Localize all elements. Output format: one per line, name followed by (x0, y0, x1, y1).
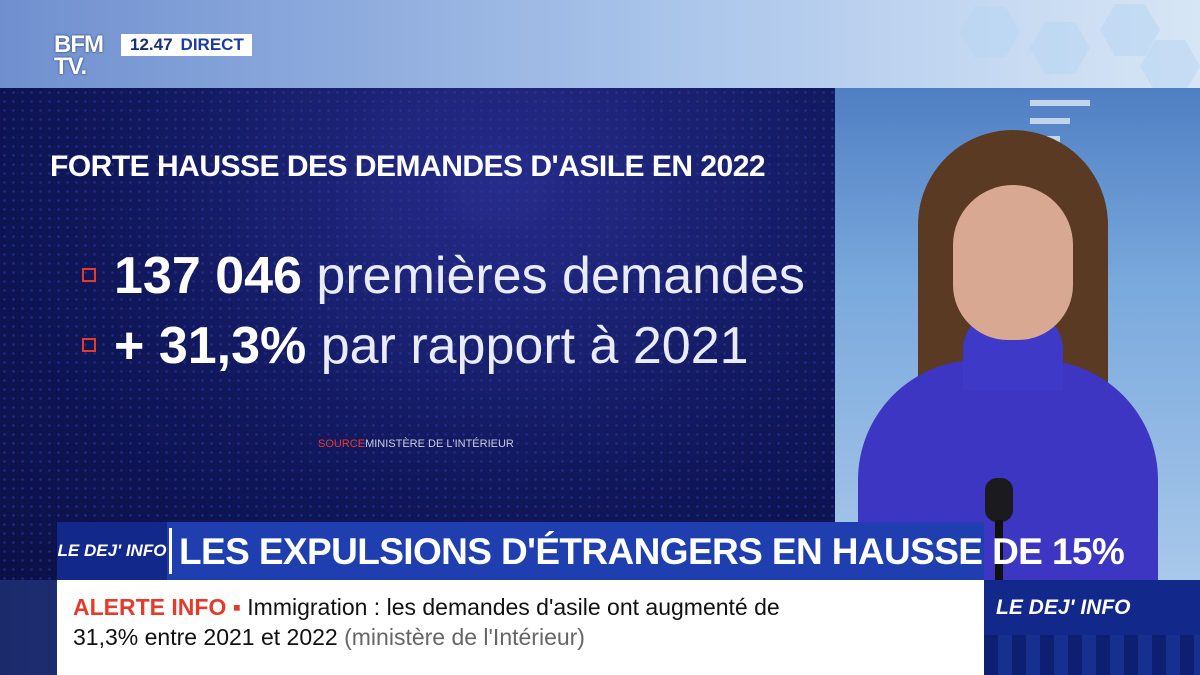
source-key: SOURCE (318, 438, 366, 450)
source-credit: SOURCEMINISTÈRE DE L'INTÉRIEUR (318, 438, 514, 450)
microphone-stand (995, 520, 1003, 580)
presenter (858, 130, 1158, 580)
hex-decor (960, 6, 1020, 58)
bullet-icon (82, 338, 96, 353)
stat-label: premières demandes (301, 247, 805, 305)
alert-text-1: Immigration : les demandes d'asile ont a… (240, 594, 780, 620)
info-screen: FORTE HAUSSE DES DEMANDES D'ASILE EN 202… (0, 88, 835, 580)
stat-value: 137 046 (114, 247, 302, 305)
alert-note: (ministère de l'Intérieur) (337, 624, 585, 650)
clock: 12.47 (130, 35, 173, 54)
microphone (985, 478, 1013, 522)
studio-light (1030, 100, 1090, 106)
stat-line: + 31,3% par rapport à 2021 (82, 316, 749, 376)
stat-value: + 31,3% (114, 317, 307, 375)
alert-line-1: ALERTE INFO ▪ Immigration : les demandes… (73, 594, 780, 621)
top-strip (0, 0, 1200, 92)
alert-label: ALERTE INFO ▪ (73, 594, 241, 620)
source-value: MINISTÈRE DE L'INTÉRIEUR (365, 438, 514, 450)
divider (169, 528, 172, 574)
logo-text: BFM TV. (54, 31, 104, 80)
corner-label: LE DEJ' INFO (996, 596, 1131, 619)
stat-line: 137 046 premières demandes (82, 246, 805, 306)
live-label: DIRECT (180, 35, 244, 54)
bfmtv-logo: BFM TV. (54, 31, 114, 88)
hex-decor (1030, 22, 1090, 74)
corner-branding: LE DEJ' INFO (984, 580, 1200, 675)
alert-ticker: ALERTE INFO ▪ Immigration : les demandes… (57, 580, 984, 675)
corner-pattern (984, 635, 1200, 675)
alert-text-2: 31,3% entre 2021 et 2022 (73, 624, 338, 650)
presenter-face (953, 185, 1073, 340)
stat-label: par rapport à 2021 (306, 317, 749, 375)
live-tag: 12.47 DIRECT (121, 34, 252, 56)
screen-title: FORTE HAUSSE DES DEMANDES D'ASILE EN 202… (50, 150, 766, 183)
headline-text: LES EXPULSIONS D'ÉTRANGERS EN HAUSSE DE … (179, 531, 1125, 572)
show-logo: LE DEJ' INFO (57, 522, 167, 580)
studio-light (1030, 118, 1070, 124)
bullet-icon (82, 268, 96, 283)
alert-line-2: 31,3% entre 2021 et 2022 (ministère de l… (73, 624, 585, 651)
headline-bar: LE DEJ' INFO LES EXPULSIONS D'ÉTRANGERS … (57, 522, 1125, 580)
hex-decor (1100, 4, 1160, 56)
